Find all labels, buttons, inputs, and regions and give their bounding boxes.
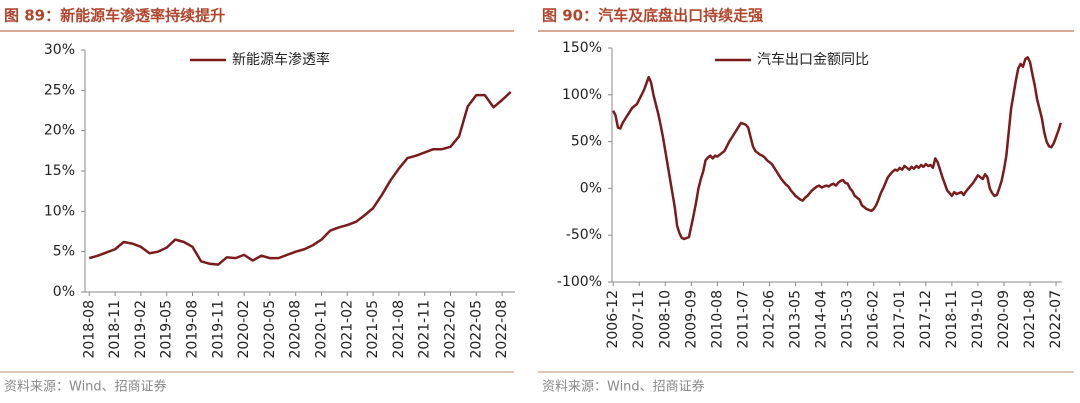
x-tick-label: 2006-12 bbox=[605, 290, 621, 349]
x-tick-label: 2020-08 bbox=[288, 300, 304, 359]
x-tick-label: 2010-08 bbox=[709, 290, 725, 349]
x-tick-label: 2018-11 bbox=[944, 290, 960, 349]
y-tick-label: 10% bbox=[44, 203, 75, 219]
y-tick-label: 100% bbox=[562, 87, 602, 103]
x-tick-label: 2021-08 bbox=[391, 300, 407, 359]
y-tick-label: 0% bbox=[580, 180, 602, 196]
chart-title: 图 90：汽车及底盘出口持续走强 bbox=[542, 7, 763, 25]
x-tick-label: 2017-12 bbox=[918, 290, 934, 349]
series-line bbox=[612, 56, 1063, 241]
y-tick-label: 25% bbox=[44, 82, 75, 98]
x-tick-label: 2021-08 bbox=[1022, 290, 1038, 349]
x-tick-label: 2022-08 bbox=[494, 300, 510, 359]
x-tick-label: 2019-11 bbox=[210, 300, 226, 359]
x-tick-label: 2021-05 bbox=[365, 300, 381, 359]
x-tick-label: 2019-02 bbox=[133, 300, 149, 359]
x-tick-label: 2014-04 bbox=[814, 290, 830, 349]
x-tick-label: 2007-11 bbox=[631, 290, 647, 349]
x-tick-label: 2020-09 bbox=[996, 290, 1012, 349]
x-tick-label: 2008-10 bbox=[657, 290, 673, 349]
chart-title: 图 89：新能源车渗透率持续提升 bbox=[4, 7, 225, 25]
x-tick-label: 2021-02 bbox=[339, 300, 355, 359]
y-tick-label: 15% bbox=[44, 163, 75, 179]
y-tick-label: 5% bbox=[53, 244, 75, 260]
legend-label: 新能源车渗透率 bbox=[232, 51, 330, 68]
x-tick-label: 2019-05 bbox=[159, 300, 175, 359]
x-tick-label: 2020-05 bbox=[262, 300, 278, 359]
x-tick-label: 2012-06 bbox=[762, 290, 778, 349]
x-tick-label: 2018-08 bbox=[81, 300, 97, 359]
x-tick-label: 2015-03 bbox=[840, 290, 856, 349]
y-tick-label: -100% bbox=[557, 274, 602, 290]
legend-label: 汽车出口金额同比 bbox=[757, 51, 869, 68]
source: 资料来源：Wind、招商证券 bbox=[542, 379, 705, 395]
series-line bbox=[88, 91, 512, 266]
x-tick-label: 2022-02 bbox=[443, 300, 459, 359]
x-tick-label: 2020-11 bbox=[314, 300, 330, 359]
y-tick-label: -50% bbox=[566, 227, 602, 243]
source: 资料来源：Wind、招商证券 bbox=[4, 379, 167, 395]
x-tick-label: 2022-05 bbox=[468, 300, 484, 359]
y-tick-label: 150% bbox=[562, 40, 602, 56]
x-tick-label: 2019-08 bbox=[185, 300, 201, 359]
x-tick-label: 2022-07 bbox=[1048, 290, 1064, 349]
y-tick-label: 30% bbox=[44, 42, 75, 58]
x-tick-label: 2019-10 bbox=[970, 290, 986, 349]
x-tick-label: 2009-09 bbox=[683, 290, 699, 349]
x-tick-label: 2013-05 bbox=[788, 290, 804, 349]
x-tick-label: 2020-02 bbox=[236, 300, 252, 359]
y-tick-label: 50% bbox=[571, 134, 602, 150]
x-tick-label: 2017-01 bbox=[892, 290, 908, 349]
y-tick-label: 20% bbox=[44, 123, 75, 139]
x-tick-label: 2018-11 bbox=[107, 300, 123, 359]
y-tick-label: 0% bbox=[53, 284, 75, 300]
x-tick-label: 2016-02 bbox=[866, 290, 882, 349]
x-tick-label: 2021-11 bbox=[417, 300, 433, 359]
x-tick-label: 2011-07 bbox=[735, 290, 751, 349]
